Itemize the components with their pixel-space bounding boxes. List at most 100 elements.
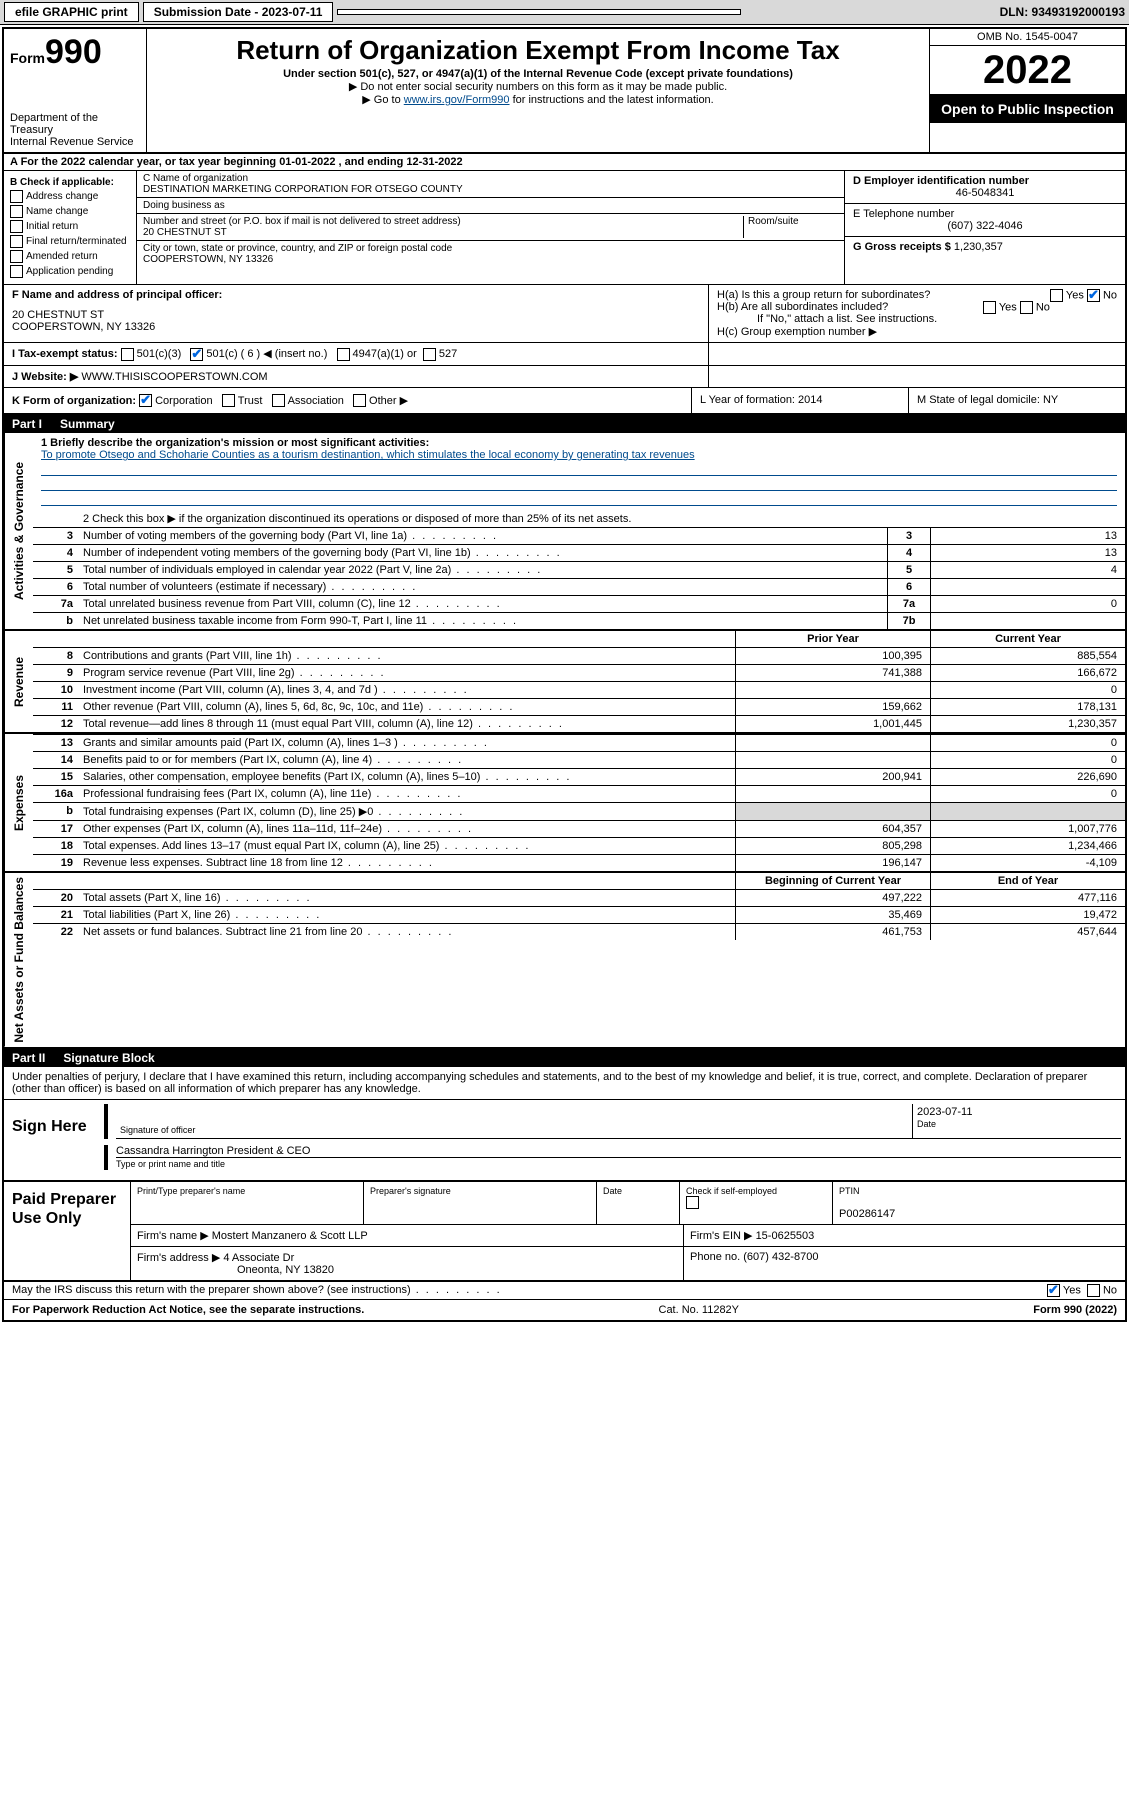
cb-corp[interactable] [139, 394, 152, 407]
cb-ha-yes[interactable] [1050, 289, 1063, 302]
firm-ein-label: Firm's EIN ▶ [690, 1230, 753, 1242]
opt-501c3: 501(c)(3) [137, 348, 182, 360]
subtitle-1: Under section 501(c), 527, or 4947(a)(1)… [155, 68, 921, 80]
opt-4947: 4947(a)(1) or [353, 348, 417, 360]
col-d: D Employer identification number 46-5048… [844, 171, 1125, 284]
cb-name-change[interactable] [10, 205, 23, 218]
officer-name: Cassandra Harrington President & CEO [116, 1145, 1121, 1157]
table-row: 9Program service revenue (Part VIII, lin… [33, 664, 1125, 681]
table-row: 8Contributions and grants (Part VIII, li… [33, 647, 1125, 664]
opt-527: 527 [439, 348, 457, 360]
cb-ha-no[interactable] [1087, 289, 1100, 302]
table-row: 15Salaries, other compensation, employee… [33, 768, 1125, 785]
city-label: City or town, state or province, country… [143, 243, 452, 254]
table-row: 11Other revenue (Part VIII, column (A), … [33, 698, 1125, 715]
cb-initial-return[interactable] [10, 220, 23, 233]
firm-name: Mostert Manzanero & Scott LLP [212, 1230, 368, 1242]
cb-501c[interactable] [190, 348, 203, 361]
instructions-link[interactable]: www.irs.gov/Form990 [404, 94, 510, 106]
tax-status-label: I Tax-exempt status: [12, 348, 118, 360]
opt-other: Other ▶ [369, 395, 408, 407]
prep-name-label: Print/Type preparer's name [137, 1186, 357, 1196]
cb-mayirs-yes[interactable] [1047, 1284, 1060, 1297]
cb-other[interactable] [353, 394, 366, 407]
row-a: A For the 2022 calendar year, or tax yea… [4, 154, 1125, 171]
cb-self-employed[interactable] [686, 1196, 699, 1209]
officer-label: F Name and address of principal officer: [12, 289, 700, 301]
col-end: End of Year [930, 873, 1125, 889]
form-number: 990 [45, 33, 102, 71]
prep-check: Check if self-employed [686, 1186, 826, 1196]
part-i-net: Net Assets or Fund Balances Beginning of… [4, 873, 1125, 1049]
ptin-value: P00286147 [839, 1208, 895, 1220]
part-i-label: Part I [12, 417, 42, 431]
part-i-rev: Revenue Prior Year Current Year 8Contrib… [4, 631, 1125, 734]
ptin-label: PTIN [839, 1186, 1119, 1196]
sub3-pre: ▶ Go to [362, 94, 403, 106]
opt-initial-return: Initial return [26, 221, 78, 232]
cb-hb-no[interactable] [1020, 301, 1033, 314]
opt-assoc: Association [288, 395, 344, 407]
table-row: 10Investment income (Part VIII, column (… [33, 681, 1125, 698]
row-j: J Website: ▶ WWW.THISISCOOPERSTOWN.COM [4, 366, 1125, 388]
table-row: 14Benefits paid to or for members (Part … [33, 751, 1125, 768]
gross-label: G Gross receipts $ [853, 241, 951, 253]
cb-amended[interactable] [10, 250, 23, 263]
table-row: 13Grants and similar amounts paid (Part … [33, 734, 1125, 751]
tel-label: E Telephone number [853, 208, 1117, 220]
room-label: Room/suite [748, 216, 799, 227]
ha: H(a) Is this a group return for subordin… [717, 289, 1117, 301]
cb-trust[interactable] [222, 394, 235, 407]
gross-value: 1,230,357 [954, 241, 1003, 253]
cb-final-return[interactable] [10, 235, 23, 248]
brief-block: 1 Briefly describe the organization's mi… [33, 433, 1125, 510]
part-i-exp: Expenses 13Grants and similar amounts pa… [4, 734, 1125, 873]
opt-final-return: Final return/terminated [26, 236, 127, 247]
col-b: B Check if applicable: Address change Na… [4, 171, 137, 284]
year-formation: L Year of formation: 2014 [691, 388, 908, 414]
efile-badge[interactable]: efile GRAPHIC print [4, 2, 139, 22]
col-current: Current Year [930, 631, 1125, 647]
cb-app-pending[interactable] [10, 265, 23, 278]
cb-hb-yes[interactable] [983, 301, 996, 314]
side-net: Net Assets or Fund Balances [4, 873, 33, 1047]
side-expenses: Expenses [4, 734, 33, 871]
table-row: 22Net assets or fund balances. Subtract … [33, 923, 1125, 940]
form-container: Form990 Department of the Treasury Inter… [2, 27, 1127, 1322]
hb-note: If "No," attach a list. See instructions… [717, 313, 1117, 325]
part-i-title: Summary [60, 417, 115, 431]
form-org-label: K Form of organization: [12, 395, 136, 407]
cb-527[interactable] [423, 348, 436, 361]
row-i: I Tax-exempt status: 501(c)(3) 501(c) ( … [4, 343, 1125, 366]
cb-address-change[interactable] [10, 190, 23, 203]
street-address: 20 CHESTNUT ST [143, 227, 227, 238]
irs-label: Internal Revenue Service [10, 136, 140, 148]
city-state-zip: COOPERSTOWN, NY 13326 [143, 254, 273, 265]
may-irs-row: May the IRS discuss this return with the… [4, 1282, 1125, 1299]
org-name: DESTINATION MARKETING CORPORATION FOR OT… [143, 184, 463, 195]
side-governance: Activities & Governance [4, 433, 33, 629]
dln: DLN: 93493192000193 [1000, 5, 1125, 19]
cb-4947[interactable] [337, 348, 350, 361]
table-row: 12Total revenue—add lines 8 through 11 (… [33, 715, 1125, 732]
tax-year: 2022 [930, 46, 1125, 95]
footer: For Paperwork Reduction Act Notice, see … [4, 1299, 1125, 1320]
table-row: 21Total liabilities (Part X, line 26)35,… [33, 906, 1125, 923]
ein-label: D Employer identification number [853, 175, 1117, 187]
opt-corp: Corporation [155, 395, 212, 407]
cb-mayirs-no[interactable] [1087, 1284, 1100, 1297]
table-row: 19Revenue less expenses. Subtract line 1… [33, 854, 1125, 871]
gov-row: bNet unrelated business taxable income f… [33, 612, 1125, 629]
spacer [337, 9, 741, 15]
open-to-public: Open to Public Inspection [930, 95, 1125, 123]
sig-officer-label: Signature of officer [120, 1125, 195, 1135]
gov-row: 5Total number of individuals employed in… [33, 561, 1125, 578]
opt-name-change: Name change [26, 206, 88, 217]
cb-assoc[interactable] [272, 394, 285, 407]
cb-501c3[interactable] [121, 348, 134, 361]
opt-app-pending: Application pending [26, 266, 113, 277]
paid-preparer-row: Paid Preparer Use Only Print/Type prepar… [4, 1182, 1125, 1282]
table-row: 20Total assets (Part X, line 16)497,2224… [33, 889, 1125, 906]
part-ii-title: Signature Block [63, 1051, 154, 1065]
brief-label: 1 Briefly describe the organization's mi… [41, 437, 429, 449]
